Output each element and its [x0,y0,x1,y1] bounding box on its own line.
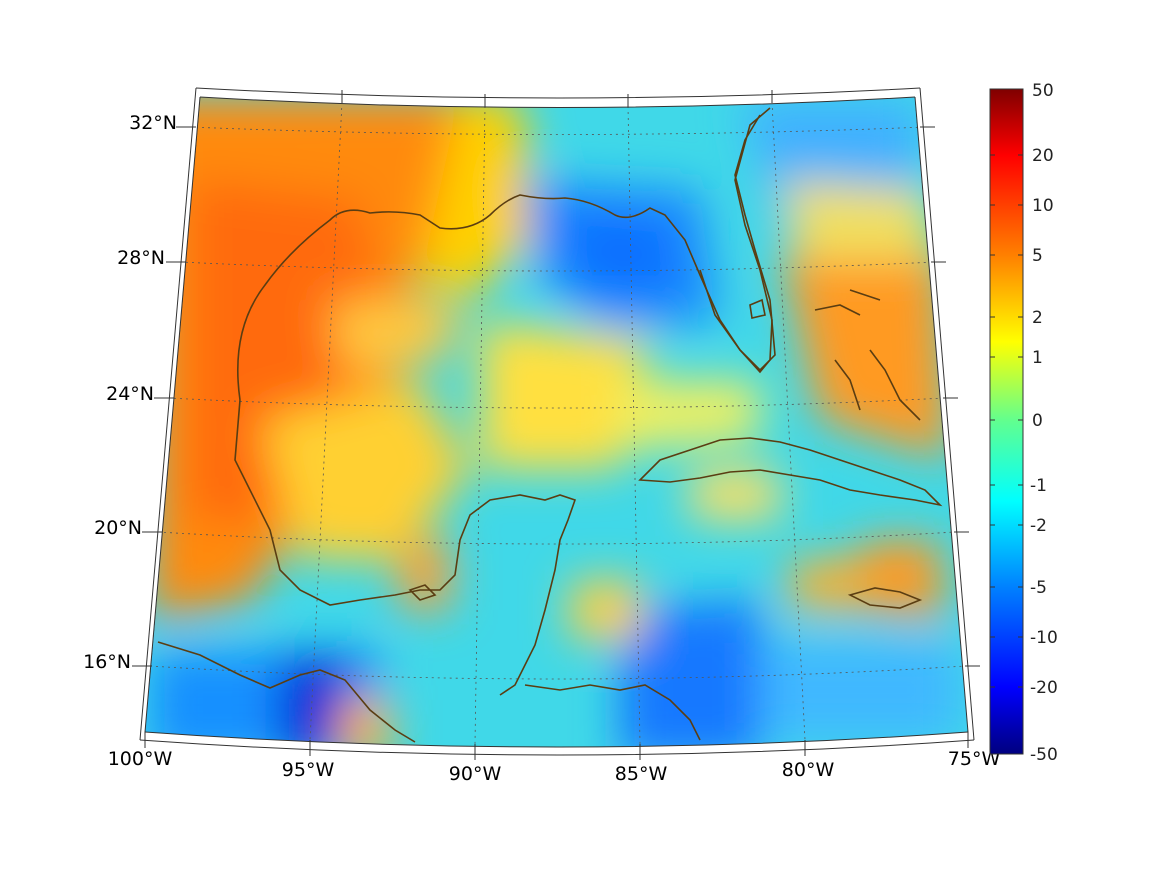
colorbar-label-20: 20 [1032,146,1054,166]
colorbar-label-neg10: -10 [1030,628,1058,648]
lat-label-16: 16°N [83,651,131,673]
lat-label-24: 24°N [106,383,154,405]
central-america-pacific-coast [157,641,416,743]
colorbar-label-neg20: -20 [1030,678,1058,698]
lat-label-32: 32°N [129,112,177,134]
colorbar-label-10: 10 [1032,196,1054,216]
colorbar-gradient [989,88,1024,755]
yucatan-islands [408,584,437,601]
honduras-coast [524,684,701,741]
lon-label-75: 75°W [948,748,1001,770]
colorbar-label-neg50: -50 [1030,745,1058,765]
colorbar-label-neg2: -2 [1030,516,1047,536]
us-gulf-coastline [237,114,776,401]
lon-label-90: 90°W [449,763,502,785]
lake-okeechobee [749,298,766,319]
lon-label-100: 100°W [108,748,173,770]
colorbar-ticks [990,154,1023,688]
lon-label-85: 85°W [615,763,668,785]
cuba-coastline [638,437,943,507]
colorbar: 50 20 10 5 2 1 0 -1 -2 -5 -10 -20 -50 [989,81,1058,765]
colorbar-label-neg1: -1 [1030,476,1047,496]
colorbar-label-2: 2 [1032,308,1043,328]
colorbar-label-50: 50 [1032,81,1054,101]
lat-label-20: 20°N [94,517,142,539]
longitude-labels: 100°W 95°W 90°W 85°W 80°W 75°W [108,748,1001,785]
data-field [145,97,968,747]
colorbar-label-1: 1 [1032,348,1043,368]
map-frame [139,87,975,756]
florida-coastline [699,107,773,374]
colorbar-label-5: 5 [1032,246,1043,266]
bahamas-islands [814,289,921,421]
lon-label-95: 95°W [282,759,335,781]
jamaica-coastline [847,587,923,609]
latitude-labels: 32°N 28°N 24°N 20°N 16°N [83,112,177,673]
coastlines [157,107,943,743]
lon-label-80: 80°W [782,759,835,781]
colorbar-label-0: 0 [1032,411,1043,431]
frame-ticks [132,90,980,760]
colorbar-label-neg5: -5 [1030,578,1047,598]
lat-label-28: 28°N [117,247,165,269]
mexico-coastline [234,399,577,696]
